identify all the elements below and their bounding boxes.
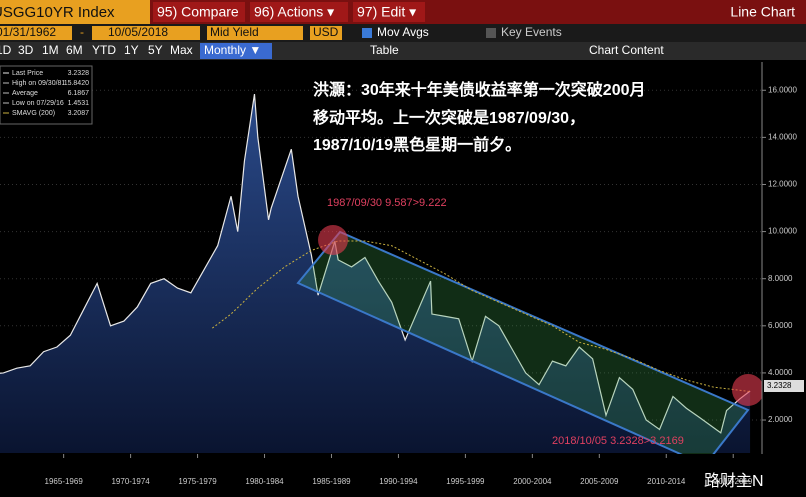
x-tick-label: 2015-2019 — [714, 477, 753, 486]
ticker-box[interactable] — [0, 0, 150, 24]
dash: - — [80, 25, 84, 39]
x-tick-label: 2000-2004 — [513, 477, 552, 486]
range-btn[interactable]: 1D — [0, 43, 12, 57]
price-area — [0, 94, 751, 453]
series-line — [0, 93, 751, 434]
legend-label: SMAVG (200) — [12, 110, 55, 117]
series-line — [211, 240, 751, 393]
legend-label: Low on 07/29/16 — [12, 100, 64, 107]
period-box[interactable] — [200, 43, 272, 59]
currency-box[interactable] — [310, 26, 342, 40]
x-tick-label: 1965-1969 — [45, 477, 84, 486]
range-btn[interactable]: Max — [170, 43, 193, 57]
mov-avgs: Mov Avgs — [377, 25, 429, 39]
annotation: 1987/10/19黑色星期一前夕。 — [313, 135, 521, 154]
legend-value: 15.8420 — [64, 80, 89, 87]
y-tick-label: 14.0000 — [768, 132, 797, 141]
range-btn[interactable]: 1M — [42, 43, 59, 57]
annotation: 2018/10/05 3.2328>3.2169 — [552, 435, 684, 447]
legend-value: 1.4531 — [68, 100, 90, 107]
currency: USD — [313, 25, 339, 39]
y-tick-label: 2.0000 — [768, 415, 793, 424]
field: Mid Yield — [210, 25, 259, 39]
start-box[interactable] — [0, 26, 72, 40]
axis-panel — [762, 62, 806, 454]
edit: 97) Edit ▾ — [357, 4, 416, 20]
x-tick-label: 2005-2009 — [580, 477, 619, 486]
y-tick-label: 10.0000 — [768, 227, 797, 236]
legend-value: 6.1867 — [68, 90, 90, 97]
end-box[interactable] — [92, 26, 200, 40]
end: 10/05/2018 — [108, 25, 168, 39]
range-btn[interactable]: YTD — [92, 43, 116, 57]
legend-label: High on 09/30/81 — [12, 80, 65, 87]
y-tick-label: 6.0000 — [768, 321, 793, 330]
row2 — [0, 24, 806, 42]
x-tick-label: 2010-2014 — [647, 477, 686, 486]
legend-box — [0, 65, 93, 125]
legend-value: 3.2087 — [68, 110, 90, 117]
x-tick-label: 1985-1989 — [312, 477, 351, 486]
ticker: USGG10YR Index — [0, 4, 115, 21]
last-box — [764, 380, 804, 392]
period: Monthly ▼ — [204, 43, 261, 57]
x-tick-label: 1970-1974 — [111, 477, 150, 486]
range-btn[interactable]: 6M — [66, 43, 83, 57]
x-tick-label: 1995-1999 — [446, 477, 485, 486]
x-tick-label: 1990-1994 — [379, 477, 418, 486]
actions-btn[interactable] — [250, 2, 348, 22]
key-events: Key Events — [501, 25, 562, 39]
legend-label: Last Price — [12, 70, 43, 77]
x-axis-panel — [0, 454, 806, 492]
range-btn[interactable]: 1Y — [124, 43, 139, 57]
watermark: 路财主N — [704, 472, 764, 490]
range-btn[interactable]: 5Y — [148, 43, 163, 57]
start: 01/31/1962 — [0, 25, 56, 39]
view: Line Chart — [730, 4, 795, 20]
chart-content[interactable]: Chart Content — [589, 43, 664, 57]
annotation: 1987/09/30 9.587>9.222 — [327, 197, 447, 209]
compare: 95) Compare — [157, 4, 239, 20]
field-box[interactable] — [207, 26, 303, 40]
highlight-2018 — [732, 374, 764, 406]
highlight-1987 — [318, 225, 348, 255]
legend-label: Average — [12, 90, 38, 97]
key-check[interactable] — [486, 28, 496, 38]
mov-check[interactable] — [362, 28, 372, 38]
legend-value: 3.2328 — [68, 70, 90, 77]
actions: 96) Actions ▾ — [254, 4, 334, 20]
annotation: 洪灝：30年来十年美债收益率第一次突破200月 — [313, 80, 646, 99]
y-tick-label: 16.0000 — [768, 85, 797, 94]
range-btn[interactable]: 3D — [18, 43, 34, 57]
y-tick-label: 8.0000 — [768, 274, 793, 283]
annotation: 移动平均。上一次突破是1987/09/30， — [313, 108, 585, 127]
edit-btn[interactable] — [353, 2, 425, 22]
row3 — [0, 42, 806, 60]
y-tick-label: 12.0000 — [768, 180, 797, 189]
compare-btn[interactable] — [153, 2, 245, 22]
x-tick-label: 1980-1984 — [245, 477, 284, 486]
x-tick-label: 1975-1979 — [178, 477, 217, 486]
table[interactable]: Table — [370, 43, 399, 57]
last-value: 3.2328 — [767, 381, 792, 390]
y-tick-label: 4.0000 — [768, 368, 793, 377]
